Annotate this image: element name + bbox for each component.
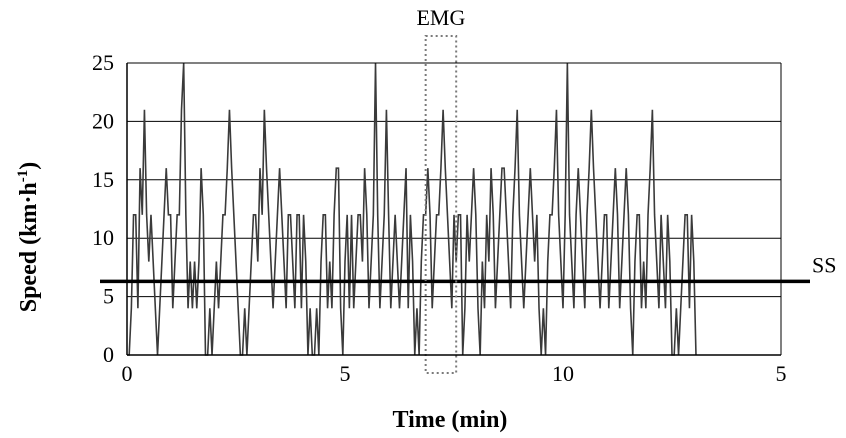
x-tick-label-2: 10 — [552, 361, 574, 386]
x-tick-label-0: 0 — [122, 361, 133, 386]
x-tick-label-1: 5 — [340, 361, 351, 386]
y-axis-title-close: ) — [16, 162, 42, 170]
y-axis-title-main: Speed (km·h — [16, 182, 42, 312]
y-tick-label-10: 10 — [92, 225, 114, 250]
ss-reference-group: SS — [100, 252, 836, 284]
x-axis-title: Time (min) — [393, 407, 508, 433]
y-tick-label-20: 20 — [92, 108, 114, 133]
series-line-0 — [127, 62, 697, 356]
ss-label: SS — [812, 252, 836, 277]
x-tick-label-3: 5 — [776, 361, 787, 386]
y-axis-title: Speed (km·h-1) — [15, 162, 42, 313]
grid — [127, 120, 781, 298]
y-tick-label-0: 0 — [103, 342, 114, 367]
y-axis-title-group: Speed (km·h-1) — [15, 162, 42, 313]
emg-highlight-box — [424, 35, 458, 374]
y-axis-title-sup: -1 — [15, 170, 31, 183]
y-tick-label-5: 5 — [103, 284, 114, 309]
plot-frame-group — [126, 62, 782, 356]
tick-labels: 0 5 10 15 20 25 0 5 10 5 — [92, 50, 787, 386]
y-tick-label-15: 15 — [92, 167, 114, 192]
emg-highlight-group: EMG — [416, 5, 465, 374]
emg-label: EMG — [416, 5, 465, 30]
series-group — [127, 62, 697, 356]
y-tick-label-25: 25 — [92, 50, 114, 75]
